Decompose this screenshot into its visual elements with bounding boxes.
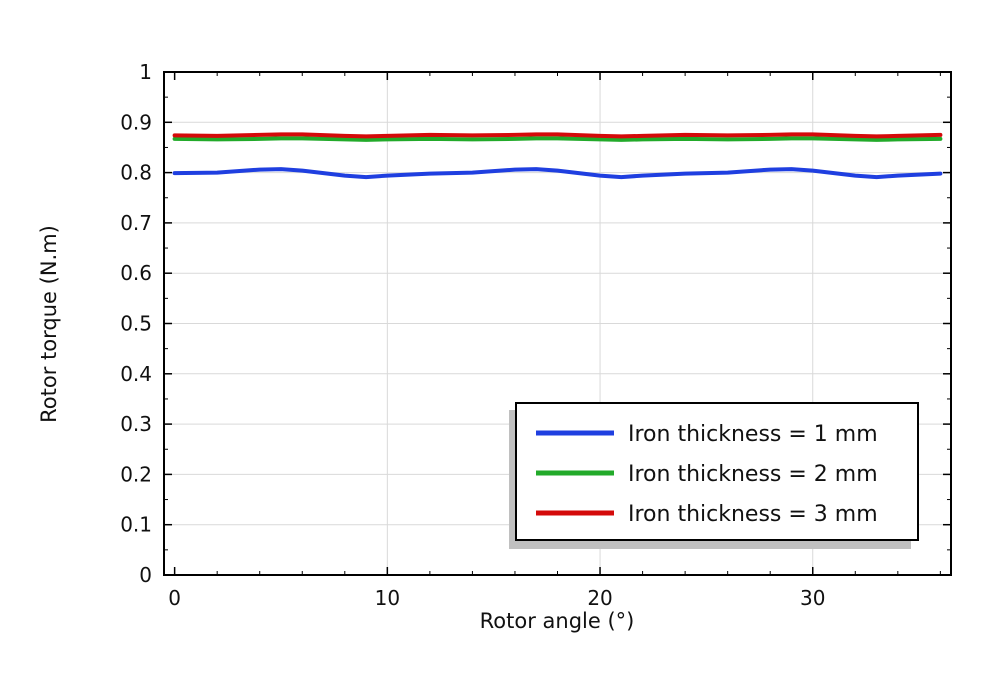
y-tick-label-0.6: 0.6 <box>120 261 152 285</box>
series-line-1 <box>172 167 943 180</box>
legend-label-2mm: Iron thickness = 2 mm <box>628 462 878 487</box>
y-tick-label-1: 1 <box>139 60 152 84</box>
y-tick-label-0.2: 0.2 <box>120 462 152 486</box>
y-tick-label-0.5: 0.5 <box>120 312 152 336</box>
y-axis-title: Rotor torque (N.m) <box>37 225 61 423</box>
x-tick-label-0: 0 <box>168 586 181 610</box>
legend-label-3mm: Iron thickness = 3 mm <box>628 502 878 527</box>
legend: Iron thickness = 1 mm Iron thickness = 2… <box>509 402 919 549</box>
y-tick-label-0.9: 0.9 <box>120 110 152 134</box>
y-tick-label-0.3: 0.3 <box>120 412 152 436</box>
y-tick-label-0.4: 0.4 <box>120 362 152 386</box>
series-line-3 <box>172 132 943 139</box>
x-axis-title: Rotor angle (°) <box>480 609 635 633</box>
series-line-2 <box>172 136 943 142</box>
legend-label-1mm: Iron thickness = 1 mm <box>628 422 878 447</box>
series-lines <box>172 132 943 180</box>
y-tick-label-0.1: 0.1 <box>120 513 152 537</box>
x-tick-label-30: 30 <box>800 586 825 610</box>
legend-box <box>515 402 919 541</box>
y-tick-label-0.7: 0.7 <box>120 211 152 235</box>
y-tick-label-0.8: 0.8 <box>120 161 152 185</box>
ticks: 0 10 20 30 0 0.1 0.2 0.3 0.4 0.5 0.6 0.7 0.8 0.9 1 <box>120 60 951 610</box>
x-tick-label-10: 10 <box>375 586 400 610</box>
y-tick-label-0: 0 <box>139 563 152 587</box>
x-tick-label-20: 20 <box>587 586 612 610</box>
